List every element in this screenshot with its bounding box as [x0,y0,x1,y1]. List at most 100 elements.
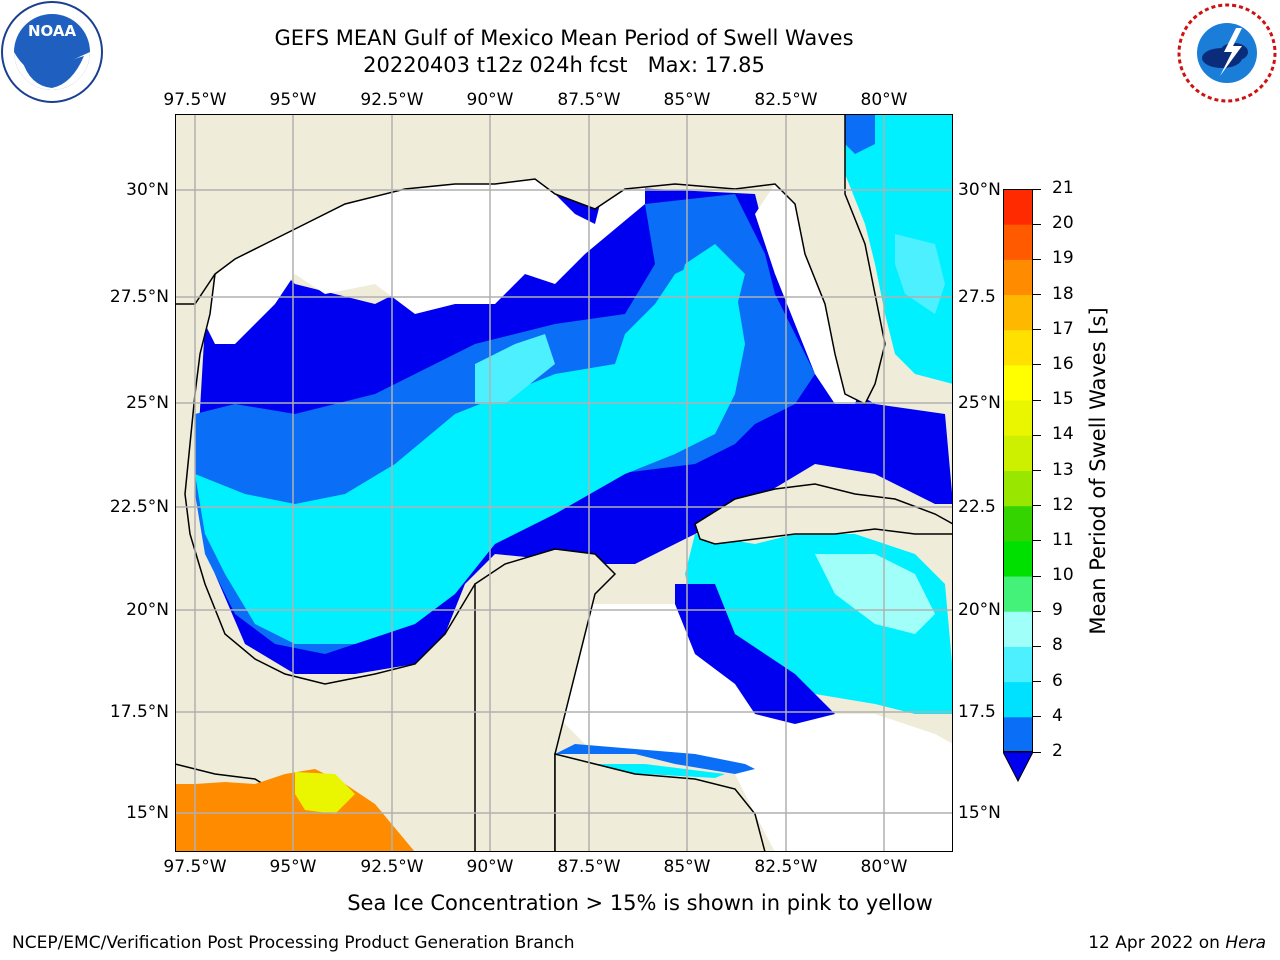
footer-date: 12 Apr 2022 on Hera [1088,933,1266,953]
colorbar-segment [1003,400,1033,436]
colorbar-tick-label: 6 [1052,670,1063,691]
colorbar-segment [1003,435,1033,471]
lon-label-bottom: 82.5°W [754,857,818,877]
colorbar-tick-label: 18 [1052,283,1074,304]
colorbar-tick-mark [1033,751,1041,753]
colorbar-tick-label: 19 [1052,248,1074,269]
colorbar-segment [1003,716,1033,753]
lon-label-top: 87.5°W [557,90,621,110]
lat-label-left: 20°N [126,600,169,620]
lat-label-right: 27.5 [958,287,996,307]
gulf-cyan-east [665,244,745,344]
colorbar-tick-mark [1033,399,1041,401]
lat-label-right: 20°N [958,600,1001,620]
lon-label-bottom: 97.5°W [163,857,227,877]
lon-label-bottom: 92.5°W [360,857,424,877]
colorbar-segment [1003,470,1033,507]
pacific-yellow [295,772,355,814]
colorbar-segment [1003,576,1033,612]
lat-label-right: 25°N [958,393,1001,413]
colorbar-segment [1003,681,1033,718]
colorbar-tick-mark [1033,470,1041,471]
colorbar-segment [1003,611,1033,647]
footer-date-text: 12 Apr 2022 on [1088,933,1226,953]
pacific-orange [175,769,415,852]
colorbar-under-arrow [1003,751,1033,783]
colorbar-tick-label: 21 [1052,178,1074,198]
colorbar-tick-mark [1033,540,1041,542]
colorbar-tick-mark [1033,610,1041,612]
lat-label-left: 25°N [126,393,169,413]
lon-label-top: 85°W [663,90,711,110]
atlantic-light-cyan [895,234,945,314]
footer-host: Hera [1225,933,1266,953]
colorbar-segment [1003,189,1033,225]
footer-credit: NCEP/EMC/Verification Post Processing Pr… [12,933,575,953]
colorbar-tick-label: 15 [1052,389,1074,410]
swell-period-map [175,114,953,852]
colorbar-tick-mark [1033,364,1041,366]
colorbar-segment [1003,540,1033,577]
lon-label-bottom: 90°W [466,857,514,877]
lat-label-left: 17.5°N [109,702,169,722]
colorbar-segment [1003,259,1033,296]
lat-label-left: 30°N [126,180,169,200]
colorbar-segment [1003,224,1033,260]
noaa-logo-text: NOAA [28,22,77,40]
colorbar-segment [1003,646,1033,683]
colorbar-tick-label: 14 [1052,424,1074,445]
sea-ice-note: Sea Ice Concentration > 15% is shown in … [347,891,933,915]
lon-label-top: 92.5°W [360,90,424,110]
yucatan-land [474,548,617,852]
lon-label-bottom: 87.5°W [557,857,621,877]
lat-label-left: 15°N [126,803,169,823]
caribbean-light-cyan [815,554,935,634]
map-title: GEFS MEAN Gulf of Mexico Mean Period of … [274,26,854,50]
map-subtitle: 20220403 t12z 024h fcst Max: 17.85 [363,53,765,77]
colorbar-tick-label: 2 [1052,741,1063,761]
colorbar-tick-mark [1033,575,1041,577]
honduras-coast-blue [555,744,755,774]
colorbar-tick-mark [1033,329,1041,331]
lon-label-top: 90°W [466,90,514,110]
lat-label-right: 17.5 [958,702,996,722]
noaa-logo: NOAA [1,1,103,103]
lat-label-right: 30°N [958,180,1001,200]
lat-label-right: 15°N [958,803,1001,823]
colorbar-tick-mark [1033,505,1041,507]
colorbar-tick-mark [1033,223,1041,225]
colorbar-tick-mark [1033,716,1041,718]
lon-label-bottom: 85°W [663,857,711,877]
nws-logo [1177,3,1277,103]
gridlines [175,114,953,852]
lon-label-bottom: 80°W [860,857,908,877]
colorbar-tick-mark [1033,681,1041,683]
lon-label-top: 80°W [860,90,908,110]
caribbean-masked [555,604,953,852]
colorbar-segment [1003,364,1033,401]
colorbar-tick-mark [1033,188,1041,190]
colorbar-tick-label: 9 [1052,600,1063,621]
colorbar-tick-label: 8 [1052,635,1063,656]
colorbar-tick-mark [1033,645,1041,647]
map-frame [175,114,953,852]
lon-label-top: 82.5°W [754,90,818,110]
colorbar-tick-label: 12 [1052,494,1074,515]
central-america-land [554,753,766,852]
colorbar [1003,189,1033,783]
atlantic-blue [845,114,875,154]
lat-label-right: 22.5 [958,497,996,517]
colorbar-segment [1003,294,1033,331]
colorbar-tick-label: 20 [1052,213,1074,234]
us-gulf-coast [175,114,886,406]
colorbar-segment [1003,505,1033,542]
colorbar-tick-label: 16 [1052,353,1074,374]
colorbar-tick-label: 13 [1052,459,1074,480]
colorbar-tick-mark [1033,434,1041,436]
lat-label-left: 27.5°N [109,287,169,307]
colorbar-segment [1003,329,1033,366]
lon-label-bottom: 95°W [269,857,317,877]
colorbar-tick-label: 10 [1052,565,1074,586]
colorbar-tick-mark [1033,258,1041,260]
colorbar-tick-label: 11 [1052,529,1074,550]
